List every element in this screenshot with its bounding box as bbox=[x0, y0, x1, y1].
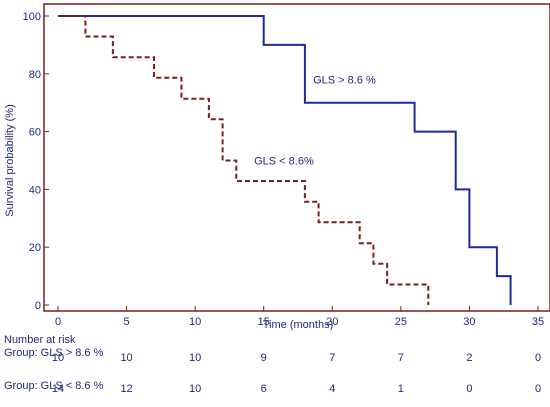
x-tick-label-5: 5 bbox=[124, 316, 130, 328]
risk-count-g1-t35: 0 bbox=[534, 383, 542, 395]
x-tick-label-20: 20 bbox=[326, 316, 338, 328]
risk-group-label-gls-low: Group: GLS < 8.6 % bbox=[4, 380, 104, 392]
risk-count-g1-t25: 1 bbox=[397, 383, 404, 395]
y-tick-label-80: 80 bbox=[29, 69, 41, 81]
series-annotation-1: GLS < 8.6% bbox=[254, 156, 314, 168]
risk-group-label-gls-high: Group: GLS > 8.6 % bbox=[4, 347, 104, 359]
risk-count-g0-t0: 10 bbox=[51, 352, 65, 364]
risk-count-g0-t10: 10 bbox=[189, 352, 202, 364]
risk-count-g0-t5: 10 bbox=[120, 352, 133, 364]
y-tick-label-40: 40 bbox=[29, 184, 41, 196]
x-tick-label-35: 35 bbox=[532, 316, 544, 328]
x-tick-label-30: 30 bbox=[463, 316, 475, 328]
risk-count-g0-t15: 9 bbox=[260, 352, 267, 364]
risk-count-g0-t20: 7 bbox=[329, 352, 336, 364]
y-tick-label-100: 100 bbox=[23, 11, 41, 23]
x-tick-label-15: 15 bbox=[258, 316, 270, 328]
risk-count-g1-t20: 4 bbox=[329, 383, 336, 395]
risk-count-g0-t35: 0 bbox=[534, 352, 542, 364]
risk-count-g1-t0: 14 bbox=[51, 383, 65, 395]
risk-count-g1-t10: 10 bbox=[189, 383, 202, 395]
y-tick-label-60: 60 bbox=[29, 127, 41, 139]
risk-count-g1-t5: 12 bbox=[120, 383, 133, 395]
series-line-0 bbox=[58, 15, 512, 305]
x-tick-label-0: 0 bbox=[55, 316, 61, 328]
risk-table-heading: Number at risk bbox=[4, 334, 76, 346]
y-tick-label-20: 20 bbox=[29, 242, 41, 254]
risk-count-g0-t30: 2 bbox=[466, 352, 473, 364]
x-tick-label-25: 25 bbox=[395, 316, 407, 328]
risk-count-g1-t30: 0 bbox=[466, 383, 473, 395]
x-tick-label-10: 10 bbox=[189, 316, 201, 328]
risk-count-g1-t15: 6 bbox=[260, 383, 267, 395]
plot-frame bbox=[43, 3, 550, 312]
y-axis-label: Survival probability (%) bbox=[4, 104, 16, 216]
series-annotation-0: GLS > 8.6 % bbox=[313, 75, 376, 87]
x-axis-label: Time (months) bbox=[263, 319, 334, 330]
y-tick-label-0: 0 bbox=[35, 300, 41, 312]
risk-count-g0-t25: 7 bbox=[397, 352, 404, 364]
series-line-1 bbox=[58, 15, 430, 305]
km-chart: 0 20 40 60 80 100 0 5 10 15 20 25 30 35 Time (months) S… bbox=[4, 3, 550, 330]
